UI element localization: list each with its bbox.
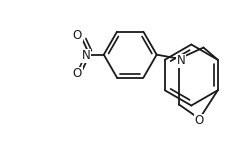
- Text: O: O: [73, 29, 82, 42]
- Text: O: O: [73, 67, 82, 81]
- Text: N: N: [177, 54, 185, 67]
- Text: O: O: [195, 114, 204, 127]
- Text: N: N: [82, 49, 91, 62]
